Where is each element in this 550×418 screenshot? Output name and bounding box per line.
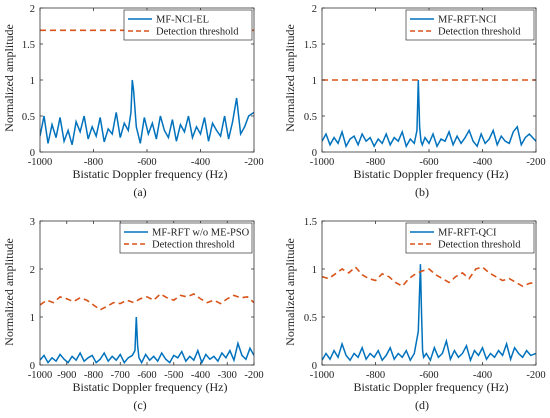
x-tick-label: -400 — [191, 157, 210, 168]
x-tick-label: -300 — [218, 370, 237, 381]
series-line-signal — [40, 79, 254, 146]
x-tick-label: -1000 — [28, 157, 53, 168]
y-tick-label: 0.5 — [304, 112, 317, 123]
legend-entry: Detection threshold — [438, 27, 521, 38]
legend-box — [405, 222, 535, 254]
x-tick-label: -200 — [526, 370, 545, 381]
y-axis-label: Normalized amplitude — [283, 24, 297, 132]
chart-panel-a: -1000 -800 -600 -400 -200 0 0.5 1 1.5 2 Bistatic D… — [2, 4, 264, 199]
x-tick-label: -600 — [137, 157, 156, 168]
y-axis-label: Normalized amplitude — [2, 238, 16, 346]
x-tick-label: -600 — [137, 370, 156, 381]
legend-box — [123, 9, 253, 41]
x-tick-label: -700 — [111, 370, 130, 381]
y-tick-label: 1.5 — [304, 217, 317, 228]
series-line-threshold — [40, 292, 254, 311]
legend-entry: Detection threshold — [152, 240, 235, 251]
legend-entry: Detection threshold — [156, 27, 239, 38]
x-tick-label: -1000 — [310, 370, 335, 381]
y-tick-label: 1.5 — [304, 40, 317, 51]
chart-panel-c: -1000 -900 -800 -700 -600 -500 -400 -300 -200 0 1 2… — [2, 217, 264, 412]
series-line-signal — [322, 264, 536, 363]
x-axis-label: Bistatic Doppler frequency (Hz) — [354, 380, 509, 394]
panel-caption: (d) — [415, 398, 429, 412]
x-tick-label: -200 — [244, 370, 263, 381]
y-tick-label: 1 — [30, 76, 35, 87]
y-tick-label: 0.5 — [304, 313, 317, 324]
panel-caption: (c) — [133, 398, 146, 412]
y-tick-label: 1 — [312, 265, 317, 276]
panel-caption: (b) — [415, 185, 429, 199]
y-tick-label: 3 — [30, 217, 35, 228]
series-line-signal — [322, 79, 536, 149]
y-tick-label: 0.5 — [22, 112, 35, 123]
x-tick-label: -400 — [191, 370, 210, 381]
legend-entry: MF-RFT w/o ME-PSO — [152, 228, 250, 239]
x-tick-label: -1000 — [310, 157, 335, 168]
x-tick-label: -800 — [84, 157, 103, 168]
legend-entry: MF-NCI-EL — [156, 15, 209, 26]
x-tick-label: -1000 — [28, 370, 53, 381]
x-tick-label: -800 — [366, 370, 385, 381]
y-tick-label: 2 — [312, 4, 317, 15]
x-axis-label: Bistatic Doppler frequency (Hz) — [73, 380, 228, 394]
legend-box — [119, 222, 253, 254]
x-axis-label: Bistatic Doppler frequency (Hz) — [354, 167, 509, 181]
y-axis-label: Normalized amplitude — [2, 24, 16, 132]
x-tick-label: -200 — [244, 157, 263, 168]
x-tick-label: -500 — [164, 370, 183, 381]
x-tick-label: -400 — [473, 157, 492, 168]
y-tick-label: 0 — [312, 148, 317, 159]
x-axis-label: Bistatic Doppler frequency (Hz) — [73, 167, 228, 181]
y-tick-label: 0 — [30, 361, 35, 372]
y-tick-label: 2 — [30, 265, 35, 276]
legend-box — [405, 9, 535, 41]
y-tick-label: 1.5 — [22, 40, 35, 51]
chart-panel-d: -1000 -800 -600 -400 -200 0 0.5 1 1.5 Bistatic Do… — [283, 217, 546, 412]
x-tick-label: -800 — [84, 370, 103, 381]
x-tick-label: -600 — [419, 157, 438, 168]
y-tick-label: 0 — [312, 361, 317, 372]
legend-entry: Detection threshold — [438, 240, 521, 251]
series-line-threshold — [322, 265, 536, 288]
panel-caption: (a) — [133, 185, 146, 199]
x-tick-label: -900 — [57, 370, 76, 381]
y-tick-label: 1 — [30, 313, 35, 324]
legend-entry: MF-RFT-NCI — [438, 15, 497, 26]
y-tick-label: 2 — [30, 4, 35, 15]
x-tick-label: -600 — [419, 370, 438, 381]
series-line-signal — [40, 316, 254, 365]
y-tick-label: 0 — [30, 148, 35, 159]
x-tick-label: -400 — [473, 370, 492, 381]
legend-entry: MF-RFT-QCI — [438, 228, 497, 239]
y-axis-label: Normalized amplitude — [283, 238, 297, 346]
x-tick-label: -800 — [366, 157, 385, 168]
chart-panel-b: -1000 -800 -600 -400 -200 0 0.5 1 1.5 2 Bistatic D… — [283, 4, 546, 199]
y-tick-label: 1 — [312, 76, 317, 87]
x-tick-label: -200 — [526, 157, 545, 168]
